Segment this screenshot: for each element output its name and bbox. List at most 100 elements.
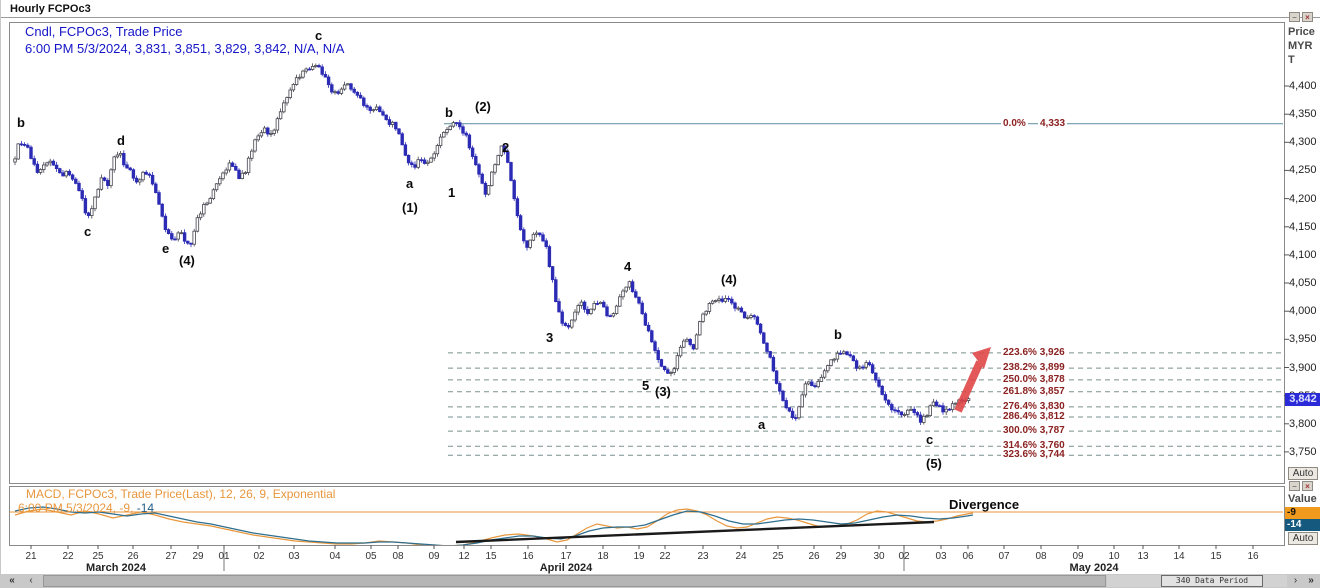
fib-level-label: 323.6% 3,744 — [1001, 449, 1067, 460]
price-axis-unit-myr: MYR — [1288, 40, 1313, 52]
x-axis-tick-label: 29 — [192, 551, 204, 562]
x-axis-tick-label: 09 — [1072, 551, 1084, 562]
elliott-wave-label: (1) — [402, 200, 418, 215]
x-axis-tick-label: 15 — [485, 551, 497, 562]
elliott-wave-label: c — [926, 432, 934, 447]
scroll-fast-right-button[interactable]: » — [1308, 575, 1314, 586]
y-axis-tick-label: 4,250 — [1289, 164, 1317, 176]
x-axis-tick-label: 25 — [92, 551, 104, 562]
macd-legend-series[interactable]: MACD, FCPOc3, Trade Price(Last), 12, 26,… — [26, 487, 336, 501]
y-axis-tick-label: 4,300 — [1289, 136, 1317, 148]
fib-level-label: 276.4% 3,830 — [1001, 401, 1067, 412]
elliott-wave-label: (4) — [721, 272, 737, 287]
x-axis-tick-label: 22 — [62, 551, 74, 562]
y-axis-tick-label: 4,000 — [1289, 305, 1317, 317]
price-axis-unit-currency: Price — [1288, 26, 1315, 38]
macd-axis-value-label: Value — [1288, 493, 1317, 505]
x-axis-tick-label: 15 — [1210, 551, 1222, 562]
elliott-wave-label: 2 — [502, 140, 510, 155]
y-axis-tick-label: 4,050 — [1289, 277, 1317, 289]
price-panel-close-icon[interactable]: × — [1302, 12, 1313, 22]
x-axis-tick-label: 21 — [25, 551, 37, 562]
y-axis-tick-label: 3,950 — [1289, 333, 1317, 345]
y-axis-tick-label: 4,350 — [1289, 108, 1317, 120]
fib-level-label: 250.0% 3,878 — [1001, 374, 1067, 385]
x-axis-tick-label: 10 — [1108, 551, 1120, 562]
elliott-wave-label: c — [315, 28, 323, 43]
x-axis-tick-label: 26 — [808, 551, 820, 562]
x-axis-tick-label: 16 — [1247, 551, 1259, 562]
signal-value-badge: -14 — [1285, 519, 1320, 531]
y-axis-tick-label: 3,900 — [1289, 362, 1317, 374]
macd-axis-auto-button[interactable]: Auto — [1288, 532, 1318, 545]
y-axis-tick-label: 4,400 — [1289, 80, 1317, 92]
time-scrollbar[interactable]: « ‹ 340 Data Period › » — [1, 574, 1320, 588]
window-titlebar: Hourly FCPOc3 — [1, 0, 1320, 18]
x-axis-tick-label: 13 — [1137, 551, 1149, 562]
x-axis-tick-label: 22 — [659, 551, 671, 562]
elliott-wave-label: (2) — [475, 99, 491, 114]
x-axis-month-label: March 2024 — [86, 562, 146, 574]
elliott-wave-label: (3) — [655, 384, 671, 399]
macd-legend-values[interactable]: 6:00 PM 5/3/2024, -9, -14 — [18, 501, 155, 515]
elliott-wave-label: (4) — [179, 253, 195, 268]
price-panel — [9, 22, 1285, 484]
x-axis-tick-label: 02 — [253, 551, 265, 562]
x-axis-tick-label: 29 — [835, 551, 847, 562]
y-axis-tick-label: 4,100 — [1289, 249, 1317, 261]
price-axis-auto-button[interactable]: Auto — [1288, 467, 1318, 480]
data-period-badge: 340 Data Period — [1161, 575, 1263, 587]
elliott-wave-label: (5) — [926, 456, 942, 471]
scroll-fast-left-button[interactable]: « — [9, 575, 15, 586]
fib-level-label: 261.8% 3,857 — [1001, 386, 1067, 397]
x-axis-tick-label: 14 — [1173, 551, 1185, 562]
x-axis-tick-label: 27 — [165, 551, 177, 562]
fib-level-label: 314.6% 3,760 — [1001, 440, 1067, 451]
elliott-wave-label: d — [117, 133, 125, 148]
price-legend-values[interactable]: 6:00 PM 5/3/2024, 3,831, 3,851, 3,829, 3… — [25, 41, 345, 56]
elliott-wave-label: 5 — [642, 378, 650, 393]
x-axis-tick-label: 25 — [772, 551, 784, 562]
price-panel-minimize-icon[interactable]: − — [1289, 12, 1300, 22]
price-axis-unit-t: T — [1288, 54, 1295, 66]
x-axis-tick-label: 24 — [735, 551, 747, 562]
y-axis-tick-label: 3,750 — [1289, 446, 1317, 458]
scroll-left-button[interactable]: ‹ — [29, 575, 33, 586]
x-axis-tick-label: 02 — [898, 551, 910, 562]
elliott-wave-label: b — [445, 105, 453, 120]
x-axis-tick-label: 06 — [962, 551, 974, 562]
fib-level-label: 223.6% 3,926 — [1001, 347, 1067, 358]
elliott-wave-label: 4 — [624, 259, 632, 274]
x-axis-tick-label: 05 — [365, 551, 377, 562]
x-axis-tick-label: 01 — [218, 551, 230, 562]
y-axis-tick-label: 4,150 — [1289, 221, 1317, 233]
current-price-badge: 3,842 — [1285, 393, 1320, 406]
fib-level-label: 286.4% 3,812 — [1001, 411, 1067, 422]
x-axis-tick-label: 07 — [998, 551, 1010, 562]
x-axis-tick-label: 08 — [1035, 551, 1047, 562]
x-axis-month-label: May 2024 — [1069, 562, 1119, 574]
elliott-wave-label: a — [758, 417, 766, 432]
x-axis-tick-label: 03 — [935, 551, 947, 562]
x-axis-tick-label: 19 — [633, 551, 645, 562]
window-title: Hourly FCPOc3 — [10, 3, 91, 15]
macd-value-badge: -9 — [1285, 507, 1320, 519]
elliott-wave-label: b — [17, 115, 25, 130]
x-axis-tick-label: 16 — [522, 551, 534, 562]
elliott-wave-label: 1 — [448, 185, 456, 200]
macd-panel-close-icon[interactable]: × — [1302, 481, 1313, 491]
macd-panel-minimize-icon[interactable]: − — [1289, 481, 1300, 491]
fib-level-label: 300.0% 3,787 — [1001, 425, 1067, 436]
scrollbar-thumb[interactable] — [43, 575, 1106, 587]
x-axis-tick-label: 08 — [392, 551, 404, 562]
y-axis-tick-label: 3,800 — [1289, 418, 1317, 430]
elliott-wave-label: c — [84, 224, 92, 239]
elliott-wave-label: e — [162, 241, 170, 256]
x-axis-tick-label: 03 — [288, 551, 300, 562]
x-axis-tick-label: 17 — [560, 551, 572, 562]
x-axis-tick-label: 23 — [697, 551, 709, 562]
x-axis-tick-label: 12 — [458, 551, 470, 562]
fib-level-price-label: 4,333 — [1038, 118, 1068, 129]
scroll-right-button[interactable]: › — [1293, 575, 1298, 586]
price-legend-series[interactable]: Cndl, FCPOc3, Trade Price — [25, 24, 183, 39]
